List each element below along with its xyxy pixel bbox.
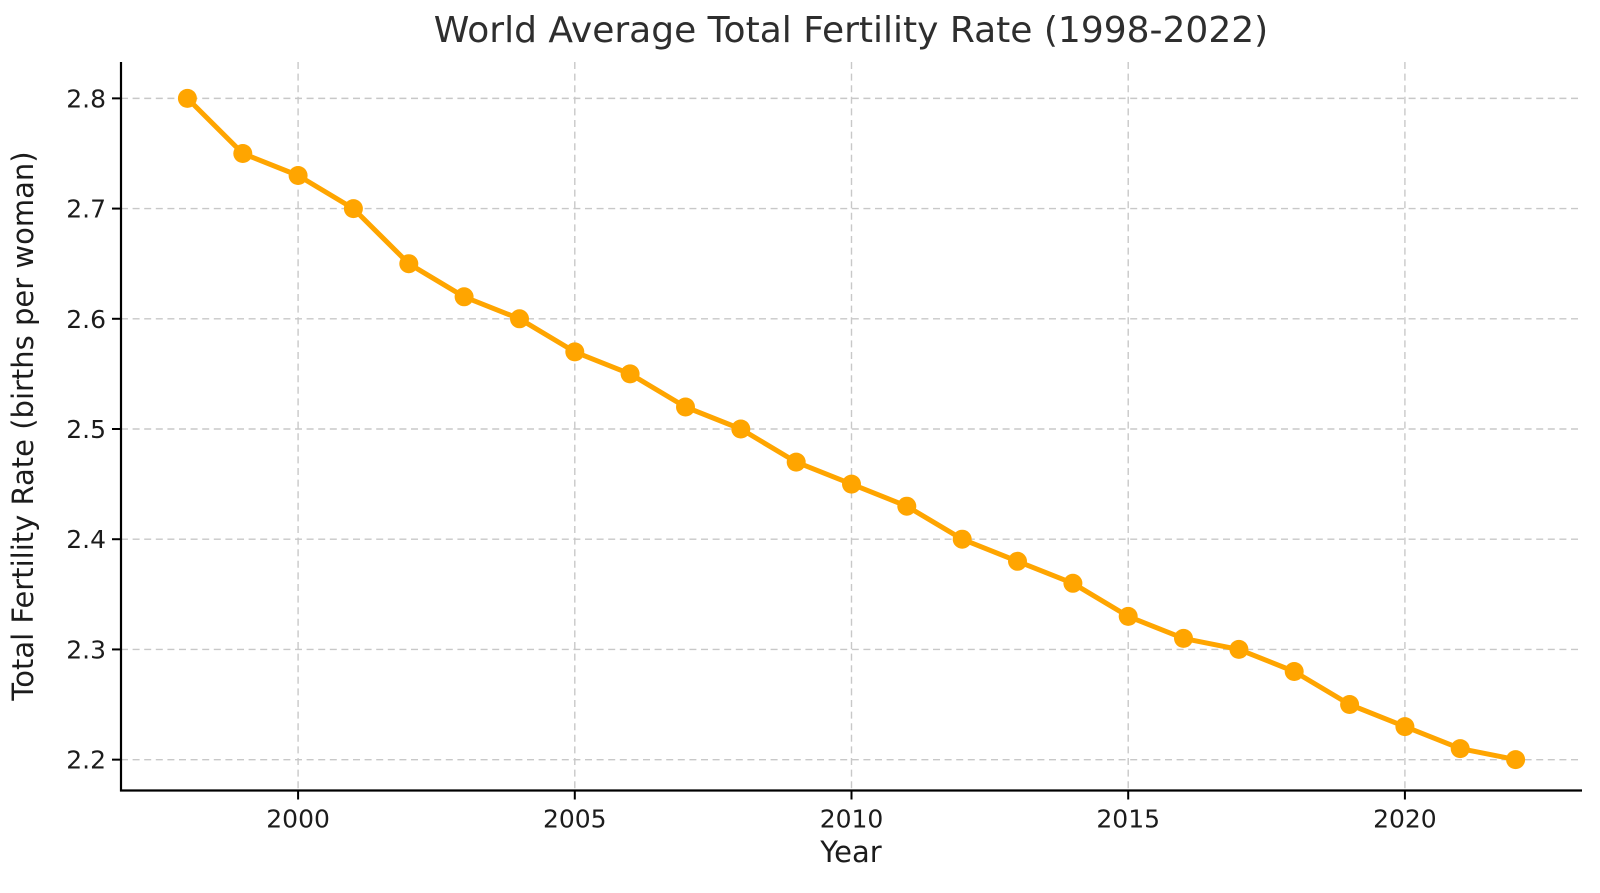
data-point-marker	[1063, 573, 1083, 593]
y-tick-label: 2.6	[66, 305, 106, 334]
data-point-marker	[1118, 606, 1138, 626]
axis-tick-labels: 2.2 2.3 2.4 2.5 2.6 2.7 2.8 2000 2005 2010 2015 202…	[66, 84, 1436, 833]
data-point-marker	[1174, 628, 1193, 648]
chart-title: World Average Total Fertility Rate (1998…	[434, 10, 1268, 51]
x-tick-label: 2005	[543, 805, 607, 834]
gridlines	[121, 62, 1582, 791]
y-tick-label: 2.5	[66, 415, 106, 444]
data-point-marker	[620, 364, 640, 384]
data-point-marker	[510, 309, 529, 329]
data-point-marker	[1340, 695, 1360, 714]
data-point-marker	[233, 144, 253, 163]
data-series	[177, 88, 1526, 770]
data-point-marker	[343, 199, 363, 219]
data-point-marker	[897, 496, 917, 516]
data-point-marker	[1284, 662, 1304, 681]
y-tick-label: 2.3	[66, 635, 106, 664]
x-tick-label: 2010	[820, 805, 884, 834]
data-point-marker	[1395, 717, 1415, 737]
x-axis-label: Year	[819, 835, 881, 869]
data-point-marker	[1229, 639, 1249, 659]
x-tick-label: 2000	[266, 805, 330, 834]
data-point-marker	[842, 474, 861, 494]
data-point-marker	[1450, 739, 1470, 759]
data-point-marker	[1506, 750, 1526, 770]
data-point-marker	[952, 529, 972, 549]
data-point-marker	[454, 287, 474, 307]
data-point-marker	[177, 88, 197, 108]
data-point-marker	[288, 166, 308, 185]
y-tick-label: 2.2	[66, 746, 106, 775]
x-tick-label: 2015	[1096, 805, 1160, 834]
axis-ticks	[112, 97, 1406, 800]
x-tick-label: 2020	[1373, 805, 1437, 834]
data-point-marker	[1008, 551, 1027, 571]
data-point-marker	[565, 342, 585, 362]
y-axis-label: Total Fertility Rate (births per woman)	[6, 151, 40, 701]
data-point-marker	[731, 419, 751, 439]
y-tick-label: 2.8	[66, 84, 106, 113]
y-tick-label: 2.4	[66, 525, 106, 554]
data-point-marker	[786, 452, 806, 472]
y-tick-label: 2.7	[66, 195, 106, 224]
data-point-marker	[676, 397, 695, 417]
data-point-marker	[399, 254, 419, 274]
